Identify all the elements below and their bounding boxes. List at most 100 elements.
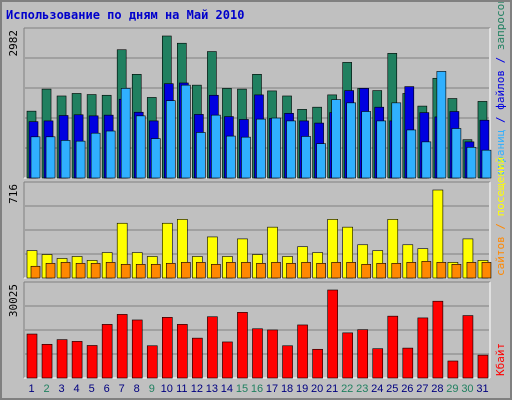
pages-bar [436,71,447,179]
kbytes-bar [402,347,414,379]
day-label: 26 [401,383,413,395]
day-label: 14 [221,383,233,395]
legend-panel1-segment: файлов [494,70,507,110]
pages-bar [120,88,131,179]
kbytes-bar [327,289,338,379]
day-label: 10 [161,383,173,395]
pages-bar [165,100,176,179]
sites-bar [105,262,116,279]
sites-bar [376,263,387,279]
day-label: 7 [119,383,125,395]
pages-bar [316,143,326,179]
day-label: 21 [326,383,338,395]
sites-bar [451,264,462,279]
day-label: 1 [28,383,34,395]
legend-panel1-segment: страниц [494,130,507,176]
kbytes-bar [267,329,278,379]
day-label: 30 [461,383,473,395]
sites-bar [316,263,326,279]
kbytes-bar [41,343,53,379]
legend-panel3: Кбайт [494,343,507,376]
kbytes-bar [116,314,128,379]
pages-bar [135,115,146,179]
kbytes-bar [252,328,263,379]
sites-bar [481,262,492,279]
kbytes-bar [462,315,474,379]
kbytes-bar [477,354,489,379]
kbytes-bar [417,317,429,379]
day-label: 31 [476,383,488,395]
sites-bar [421,261,432,279]
legend-panel2-segment: / [494,216,507,236]
sites-bar [391,263,402,279]
pages-bar [421,141,432,179]
pages-bar [376,120,387,179]
pages-bar [60,140,71,179]
sites-bar [271,262,281,279]
kbytes-bar [282,345,293,379]
legend-panel2-segment: сайтов [494,236,507,276]
kbytes-bar [26,333,38,379]
panel-1 [23,27,492,179]
sites-bar [30,265,41,279]
pages-bar [301,136,311,179]
sites-bar [45,263,56,279]
sites-bar [135,264,146,279]
kbytes-bar [101,324,113,379]
kbytes-bar [222,341,233,379]
kbytes-bar [387,315,399,379]
panel-3 [23,281,491,379]
sites-bar [301,262,311,279]
sites-bar [361,264,372,279]
day-label: 9 [149,383,155,395]
pages-bar [361,111,372,179]
kbytes-bar [357,329,369,379]
legend-panel1-segment: / [494,50,507,70]
pages-bar [75,140,86,179]
sites-bar [60,262,71,279]
pages-bar [466,146,477,179]
kbytes-bar [56,339,68,379]
pages-bar [181,84,191,179]
pages-bar [196,132,206,179]
kbytes-bar [312,348,323,379]
day-label: 22 [341,383,353,395]
panel-2 [23,181,492,279]
day-label: 12 [191,383,203,395]
day-label: 28 [431,383,443,395]
day-label: 29 [446,383,458,395]
sites-bar [256,263,266,279]
day-label: 18 [281,383,293,395]
kbytes-bar [237,312,248,379]
kbytes-bar [447,360,459,379]
legend-panel1-segment: запросов [494,2,507,50]
pages-bar [45,136,56,179]
day-label: 27 [416,383,428,395]
sites-bar [331,262,341,279]
day-label: 4 [74,383,80,395]
day-label: 11 [176,383,187,395]
kbytes-bar [146,345,158,379]
day-label: 23 [356,383,368,395]
pages-bar [211,114,221,179]
kbytes-bar [432,300,444,379]
sites-bar [406,262,417,279]
day-label: 15 [236,383,248,395]
sites-bar [196,262,206,279]
kbytes-bar [71,341,83,379]
kbytes-bar [86,345,98,379]
pages-bar [391,102,402,179]
pages-bar [481,149,492,179]
kbytes-bar [131,319,143,379]
day-label: 8 [134,383,140,395]
pages-bar [226,135,236,179]
sites-bar [241,262,251,279]
legend-panel3-segment: Кбайт [494,343,507,376]
pages-bar [286,120,296,179]
sites-bar [286,263,296,279]
legend-panel1-segment: / [494,110,507,130]
max-value-label: 2982 [7,30,20,57]
kbytes-bar [342,332,353,379]
pages-bar [451,128,462,179]
